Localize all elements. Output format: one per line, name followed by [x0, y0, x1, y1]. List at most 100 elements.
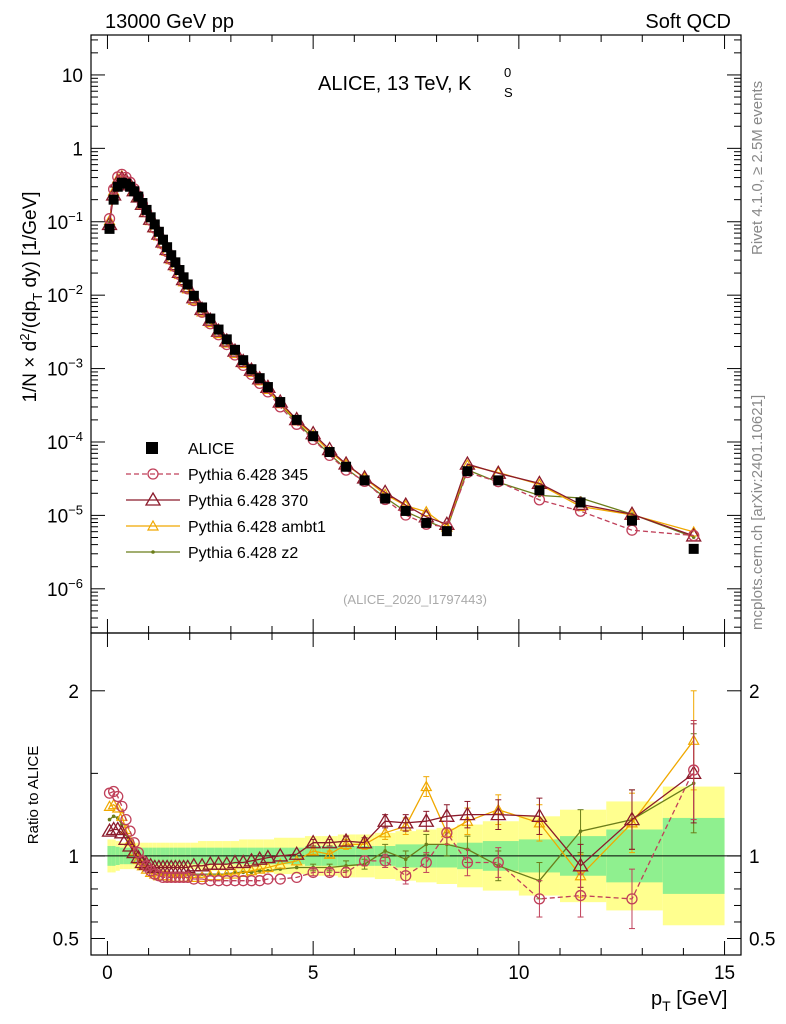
ratio-plot-frame	[90, 632, 742, 956]
ratio-point-p345	[120, 813, 132, 826]
data-point-alice	[254, 373, 265, 384]
ratio-y-tick-label-right: 2	[749, 682, 760, 703]
y-tick-label: 10	[62, 66, 83, 87]
legend-item-p345: Pythia 6.428 345	[126, 467, 308, 484]
data-point-alice	[178, 272, 189, 283]
y-tick-label: 10−5	[47, 502, 83, 527]
series-z2	[107, 175, 696, 540]
main-plot-series	[101, 168, 702, 554]
ratio-axis-ticks: 0 5 10 15 0.5 0.5 1 1 2 2	[53, 682, 776, 984]
ratio-point-p345	[124, 825, 136, 837]
ratio-point-z2	[344, 864, 348, 868]
ratio-point-ambt1	[107, 798, 120, 810]
y-tick-label: 10−4	[47, 429, 83, 454]
ratio-point-p370	[321, 834, 338, 849]
header-left-label: 13000 GeV pp	[105, 11, 234, 33]
series-p370	[101, 170, 702, 542]
ratio-point-p370	[459, 806, 476, 821]
ratio-point-p345	[157, 871, 169, 884]
ratio-series-p370	[101, 723, 702, 888]
header-right-label: Soft QCD	[645, 11, 731, 33]
ratio-point-p370	[490, 806, 507, 821]
x-tick-label: 0	[102, 963, 113, 984]
ratio-point-z2	[578, 829, 583, 833]
data-point-alice	[153, 226, 164, 237]
data-point-alice	[162, 242, 173, 253]
ratio-point-p345	[212, 875, 225, 887]
data-point-alice	[626, 515, 637, 526]
ratio-point-p345	[262, 873, 274, 885]
main-y-axis-label: 1/N × d2/(dpT dy) [1/GeV]	[17, 191, 45, 402]
ratio-point-p345	[161, 871, 173, 884]
ratio-point-p345	[420, 856, 432, 869]
data-point-alice	[166, 250, 177, 261]
data-point-alice	[197, 302, 208, 313]
ratio-y-tick-label-right: 1	[749, 847, 760, 868]
data-point-alice	[205, 313, 216, 324]
ratio-y-tick-label: 0.5	[53, 929, 79, 950]
ratio-point-p345	[254, 875, 266, 887]
ratio-point-p345	[533, 893, 546, 905]
ratio-point-p370	[109, 821, 126, 836]
ratio-point-p370	[288, 845, 305, 860]
ratio-point-p345	[112, 790, 124, 803]
ratio-point-p345	[340, 866, 352, 879]
data-point-alice	[291, 414, 302, 425]
ratio-point-z2	[107, 817, 112, 822]
ratio-point-ambt1	[196, 871, 209, 882]
legend-item-alice: ALICE	[146, 441, 234, 458]
x-tick-label: 15	[714, 963, 735, 984]
ratio-point-ambt1	[204, 869, 217, 881]
ratio-point-ambt1	[187, 871, 200, 882]
ratio-point-ambt1	[274, 857, 287, 869]
ratio-point-p370	[397, 814, 414, 829]
legend-label-alice: ALICE	[188, 441, 234, 458]
ratio-point-ambt1	[228, 867, 242, 879]
mcplots-source-label: mcplots.cern.ch [arXiv:2401.10621]	[749, 395, 766, 630]
ratio-point-ambt1	[245, 864, 258, 876]
ratio-point-p345	[173, 871, 186, 884]
ratio-point-p370	[272, 847, 289, 862]
data-point-alice	[246, 364, 257, 375]
data-point-alice	[157, 234, 168, 245]
ratio-point-p345	[245, 875, 258, 887]
ratio-point-p345	[379, 855, 391, 867]
data-point-p345	[103, 212, 116, 225]
data-point-alice	[129, 186, 140, 197]
legend-item-ambt1: Pythia 6.428 ambt1	[126, 519, 326, 536]
ratio-point-p345	[204, 875, 216, 887]
ratio-point-p370	[121, 837, 139, 852]
ratio-point-ambt1	[111, 801, 124, 813]
data-point-alice	[275, 397, 286, 408]
ratio-point-p345	[196, 873, 208, 885]
ratio-point-p370	[226, 854, 244, 869]
ratio-point-p345	[441, 827, 453, 839]
ratio-point-p345	[492, 856, 504, 869]
chart-title-superscript: 0	[504, 65, 511, 80]
y-tick-label: 1	[72, 139, 83, 160]
ratio-point-p370	[259, 849, 277, 864]
data-point-alice	[229, 344, 240, 355]
ratio-point-p370	[117, 831, 135, 846]
ratio-y-tick-label: 1	[68, 847, 79, 868]
ratio-point-p345	[358, 855, 371, 867]
ratio-point-p370	[377, 812, 394, 827]
ratio-point-p345	[688, 764, 700, 776]
data-point-alice	[400, 505, 411, 516]
ratio-series-p345	[103, 720, 700, 930]
ratio-point-ambt1	[115, 810, 128, 821]
rivet-version-label: Rivet 4.1.0, ≥ 2.5M events	[749, 81, 766, 255]
ratio-point-p345	[400, 870, 412, 882]
ratio-point-p345	[229, 875, 241, 887]
chart-title-subscript: S	[504, 85, 513, 100]
ratio-point-p370	[418, 812, 435, 827]
data-point-alice	[493, 475, 504, 486]
ratio-point-p345	[291, 871, 303, 884]
ratio-point-p345	[116, 800, 128, 813]
data-point-p345	[688, 529, 700, 542]
x-tick-label: 10	[508, 963, 529, 984]
data-point-alice	[182, 279, 193, 290]
y-tick-label: 10−2	[47, 282, 83, 307]
